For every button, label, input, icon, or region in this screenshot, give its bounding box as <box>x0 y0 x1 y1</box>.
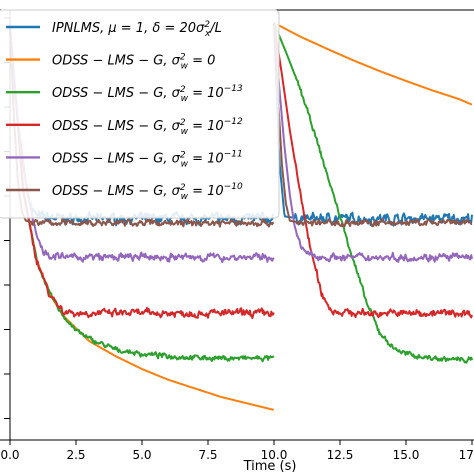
series-line-3-segment-1 <box>273 22 473 319</box>
legend-label-0: IPNLMS, μ = 1, δ = 20σ2 x/L <box>52 20 222 39</box>
legend-box <box>0 9 280 219</box>
series-layer <box>9 22 473 411</box>
x-tick-label-2: 5.0 <box>132 448 151 462</box>
series-line-5-segment-1 <box>273 22 473 228</box>
legend-label-2: ODSS − LMS − G, σ2 w = 10−13 <box>52 84 243 104</box>
x-tick-label-1: 2.5 <box>66 448 85 462</box>
x-axis-label: Time (s) <box>243 459 297 474</box>
legend: IPNLMS, μ = 1, δ = 20σ2 x/L ODSS − LMS − G… <box>0 9 280 219</box>
x-tick-label-6: 15.0 <box>393 448 420 462</box>
x-tick-label-3: 7.5 <box>198 448 217 462</box>
series-line-4-segment-1 <box>273 22 473 263</box>
legend-label-4: ODSS − LMS − G, σ2 w = 10−11 <box>52 149 243 169</box>
x-tick-label-7: 17.5 <box>459 448 474 462</box>
series-line-5-segment-0 <box>9 27 275 228</box>
legend-label-1: ODSS − LMS − G, σ2 w = 0 <box>52 53 215 72</box>
series-line-3-segment-0 <box>9 27 275 320</box>
x-tick-label-5: 12.5 <box>327 448 354 462</box>
axes-layer: 0.0 2.5 5.0 7.5 10.0 12.5 15.0 17.5 <box>0 9 474 462</box>
x-tick-label-4: 10.0 <box>261 448 288 462</box>
series-line-1-segment-1 <box>273 22 473 106</box>
series-line-4-segment-0 <box>9 27 275 264</box>
legend-label-5: ODSS − LMS − G, σ2 w = 10−10 <box>52 182 243 202</box>
legend-label-3: ODSS − LMS − G, σ2 w = 10−12 <box>52 117 243 137</box>
x-tick-label-0: 0.0 <box>0 448 19 462</box>
series-line-0-segment-1 <box>273 22 473 227</box>
